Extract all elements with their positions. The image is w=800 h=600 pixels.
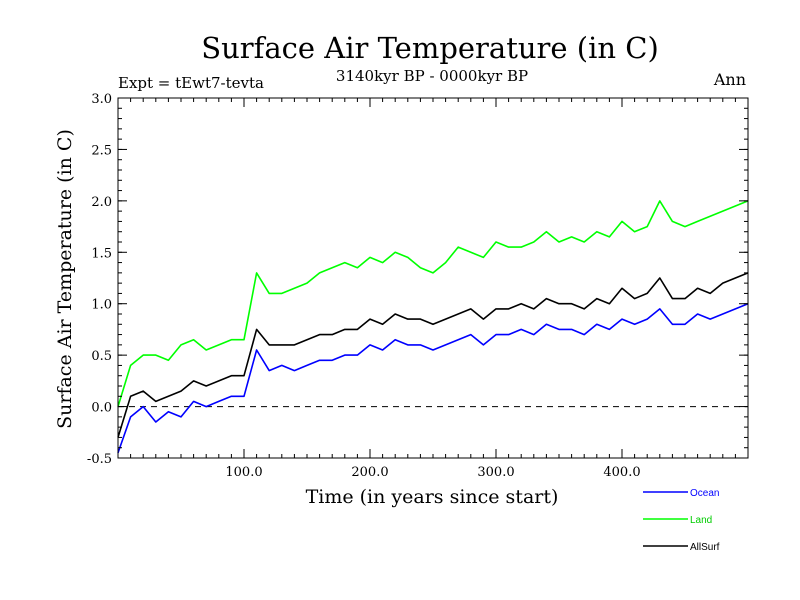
- experiment-label: Expt = tEwt7-tevta: [118, 74, 264, 92]
- axes: 100.0 200.0 300.0 400.0 -0.5 0.0 0.5 1.0 1.5 2.0 2…: [87, 92, 749, 480]
- x-tick-label: 400.0: [603, 465, 640, 480]
- legend-label-land: Land: [690, 515, 712, 526]
- y-tick-label: 0.0: [91, 401, 112, 416]
- chart-subtitle: 3140kyr BP - 0000kyr BP: [336, 67, 528, 85]
- x-tick-label: 300.0: [477, 465, 514, 480]
- x-tick-label: 100.0: [225, 465, 262, 480]
- y-tick-label: -0.5: [87, 452, 112, 467]
- legend-label-allsurf: AllSurf: [690, 542, 720, 553]
- y-tick-label: 1.0: [91, 298, 112, 313]
- chart-title: Surface Air Temperature (in C): [201, 31, 659, 65]
- y-axis-label: Surface Air Temperature (in C): [54, 129, 76, 429]
- series-line-land: [117, 200, 749, 407]
- y-tick-label: 3.0: [91, 92, 112, 107]
- y-tick-label: 0.5: [91, 349, 112, 364]
- y-tick-label: 1.5: [91, 246, 112, 261]
- season-label: Ann: [713, 70, 746, 89]
- legend-label-ocean: Ocean: [690, 488, 719, 499]
- y-tick-label: 2.5: [91, 143, 112, 158]
- series-group: [117, 200, 749, 454]
- x-tick-label: 200.0: [351, 465, 388, 480]
- series-line-allsurf: [117, 272, 749, 438]
- series-line-ocean: [117, 302, 749, 454]
- y-tick-label: 2.0: [91, 195, 112, 210]
- x-axis-label: Time (in years since start): [306, 486, 559, 508]
- legend: Ocean Land AllSurf: [643, 488, 720, 553]
